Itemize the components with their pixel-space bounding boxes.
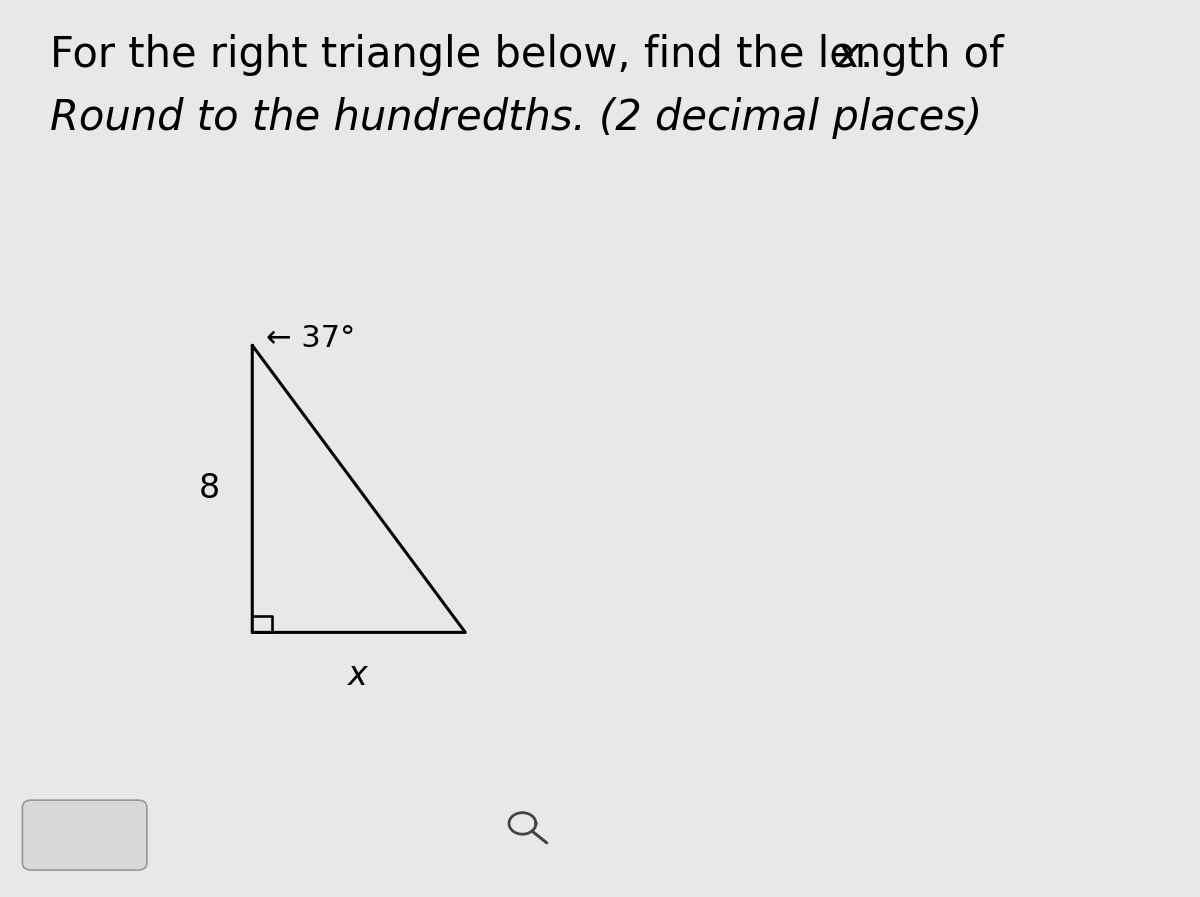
- Text: $x$.: $x$.: [834, 34, 870, 76]
- Text: Round to the hundredths. (2 decimal places): Round to the hundredths. (2 decimal plac…: [50, 97, 983, 139]
- Text: For the right triangle below, find the length of: For the right triangle below, find the l…: [50, 34, 1018, 76]
- FancyBboxPatch shape: [23, 800, 146, 870]
- Text: 8: 8: [199, 473, 221, 505]
- Text: $x$: $x$: [347, 659, 371, 692]
- Text: ← 37°: ← 37°: [265, 324, 355, 353]
